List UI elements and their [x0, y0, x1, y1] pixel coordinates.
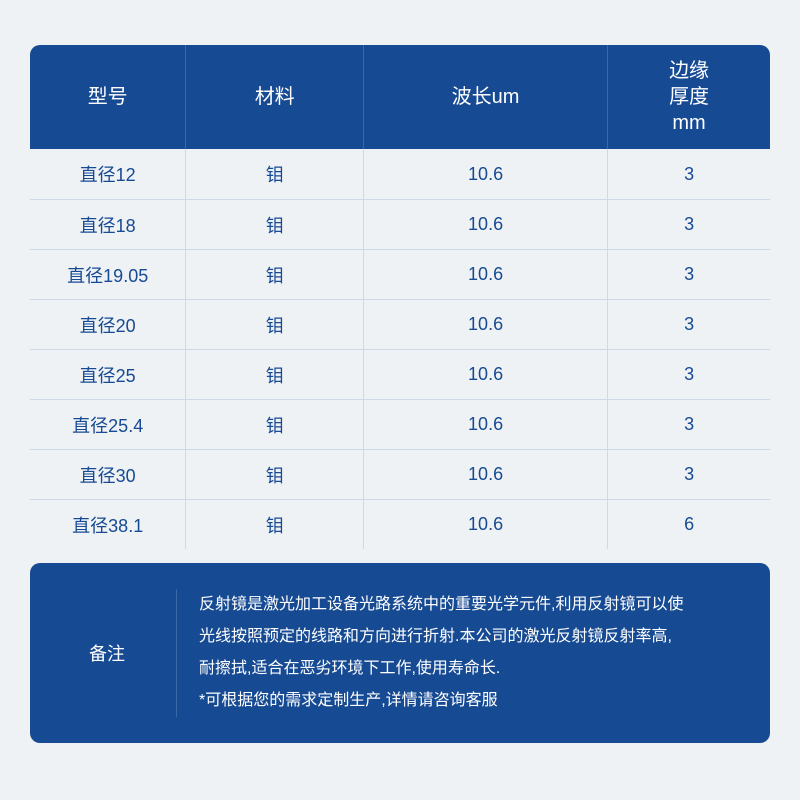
cell-thickness: 3 [607, 149, 770, 199]
cell-wavelength: 10.6 [363, 200, 607, 249]
cell-wavelength: 10.6 [363, 350, 607, 399]
cell-model: 直径38.1 [30, 500, 185, 549]
cell-wavelength: 10.6 [363, 500, 607, 549]
cell-material: 钼 [185, 250, 363, 299]
table-row: 直径25.4 钼 10.6 3 [30, 399, 770, 449]
col-header-wavelength: 波长um [363, 45, 607, 149]
cell-thickness: 3 [607, 450, 770, 499]
cell-wavelength: 10.6 [363, 300, 607, 349]
cell-material: 钼 [185, 450, 363, 499]
cell-wavelength: 10.6 [363, 250, 607, 299]
table-header-row: 型号 材料 波长um 边缘 厚度 mm [30, 45, 770, 149]
table-row: 直径20 钼 10.6 3 [30, 299, 770, 349]
table-row: 直径25 钼 10.6 3 [30, 349, 770, 399]
cell-wavelength: 10.6 [363, 450, 607, 499]
cell-thickness: 3 [607, 250, 770, 299]
cell-model: 直径19.05 [30, 250, 185, 299]
remark-body: 反射镜是激光加工设备光路系统中的重要光学元件,利用反射镜可以使 光线按照预定的线… [176, 589, 683, 717]
cell-thickness: 3 [607, 300, 770, 349]
cell-wavelength: 10.6 [363, 400, 607, 449]
remark-line: *可根据您的需求定制生产,详情请咨询客服 [199, 685, 683, 717]
cell-material: 钼 [185, 200, 363, 249]
cell-thickness: 3 [607, 200, 770, 249]
remark-line: 耐擦拭,适合在恶劣环境下工作,使用寿命长. [199, 653, 683, 685]
table-row: 直径18 钼 10.6 3 [30, 199, 770, 249]
table-row: 直径12 钼 10.6 3 [30, 149, 770, 199]
cell-material: 钼 [185, 300, 363, 349]
table-row: 直径30 钼 10.6 3 [30, 449, 770, 499]
cell-model: 直径18 [30, 200, 185, 249]
cell-material: 钼 [185, 400, 363, 449]
table-row: 直径38.1 钼 10.6 6 [30, 499, 770, 549]
cell-wavelength: 10.6 [363, 149, 607, 199]
col-header-material: 材料 [185, 45, 363, 149]
cell-model: 直径25.4 [30, 400, 185, 449]
cell-thickness: 3 [607, 350, 770, 399]
col-header-thickness: 边缘 厚度 mm [607, 45, 770, 149]
table-body: 直径12 钼 10.6 3 直径18 钼 10.6 3 直径19.05 钼 10… [30, 149, 770, 549]
cell-material: 钼 [185, 500, 363, 549]
cell-material: 钼 [185, 350, 363, 399]
cell-model: 直径30 [30, 450, 185, 499]
cell-thickness: 6 [607, 500, 770, 549]
spec-table: 型号 材料 波长um 边缘 厚度 mm 直径12 钼 10.6 3 直径18 钼… [30, 45, 770, 549]
cell-thickness: 3 [607, 400, 770, 449]
remark-panel: 备注 反射镜是激光加工设备光路系统中的重要光学元件,利用反射镜可以使 光线按照预… [30, 563, 770, 743]
remark-label: 备注 [50, 640, 176, 666]
col-header-model: 型号 [30, 45, 185, 149]
remark-line: 光线按照预定的线路和方向进行折射.本公司的激光反射镜反射率高, [199, 621, 683, 653]
cell-material: 钼 [185, 149, 363, 199]
cell-model: 直径20 [30, 300, 185, 349]
table-row: 直径19.05 钼 10.6 3 [30, 249, 770, 299]
remark-line: 反射镜是激光加工设备光路系统中的重要光学元件,利用反射镜可以使 [199, 589, 683, 621]
cell-model: 直径25 [30, 350, 185, 399]
cell-model: 直径12 [30, 149, 185, 199]
